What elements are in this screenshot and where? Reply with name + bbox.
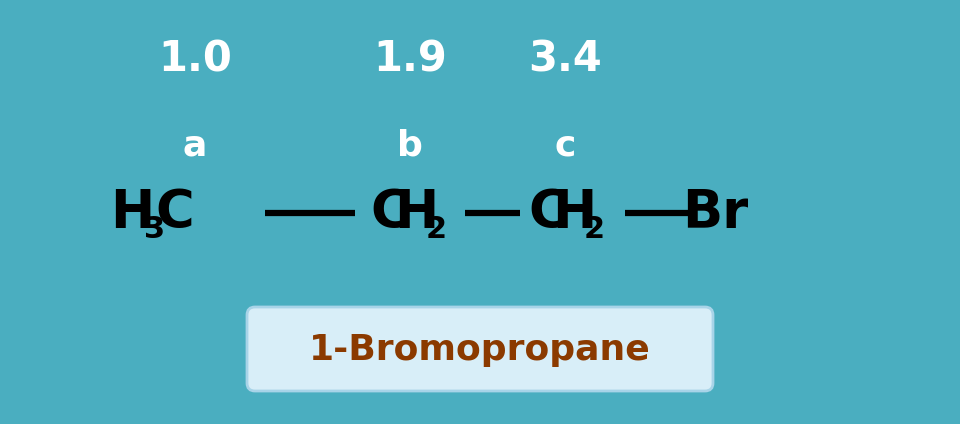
Text: 2: 2 bbox=[584, 215, 605, 243]
Text: 3.4: 3.4 bbox=[528, 39, 602, 81]
Text: C: C bbox=[529, 187, 567, 239]
Text: 3: 3 bbox=[144, 215, 165, 243]
Text: b: b bbox=[397, 128, 423, 162]
Text: H: H bbox=[552, 187, 596, 239]
Text: Br: Br bbox=[682, 187, 748, 239]
Text: H: H bbox=[394, 187, 438, 239]
Text: C: C bbox=[371, 187, 409, 239]
Text: 1.0: 1.0 bbox=[158, 39, 232, 81]
Text: H: H bbox=[109, 187, 155, 239]
Text: c: c bbox=[554, 128, 576, 162]
Text: 1.9: 1.9 bbox=[373, 39, 446, 81]
Text: C: C bbox=[156, 187, 194, 239]
Text: 2: 2 bbox=[425, 215, 446, 243]
FancyBboxPatch shape bbox=[247, 307, 713, 391]
Text: 1-Bromopropane: 1-Bromopropane bbox=[309, 333, 651, 367]
Text: a: a bbox=[182, 128, 207, 162]
